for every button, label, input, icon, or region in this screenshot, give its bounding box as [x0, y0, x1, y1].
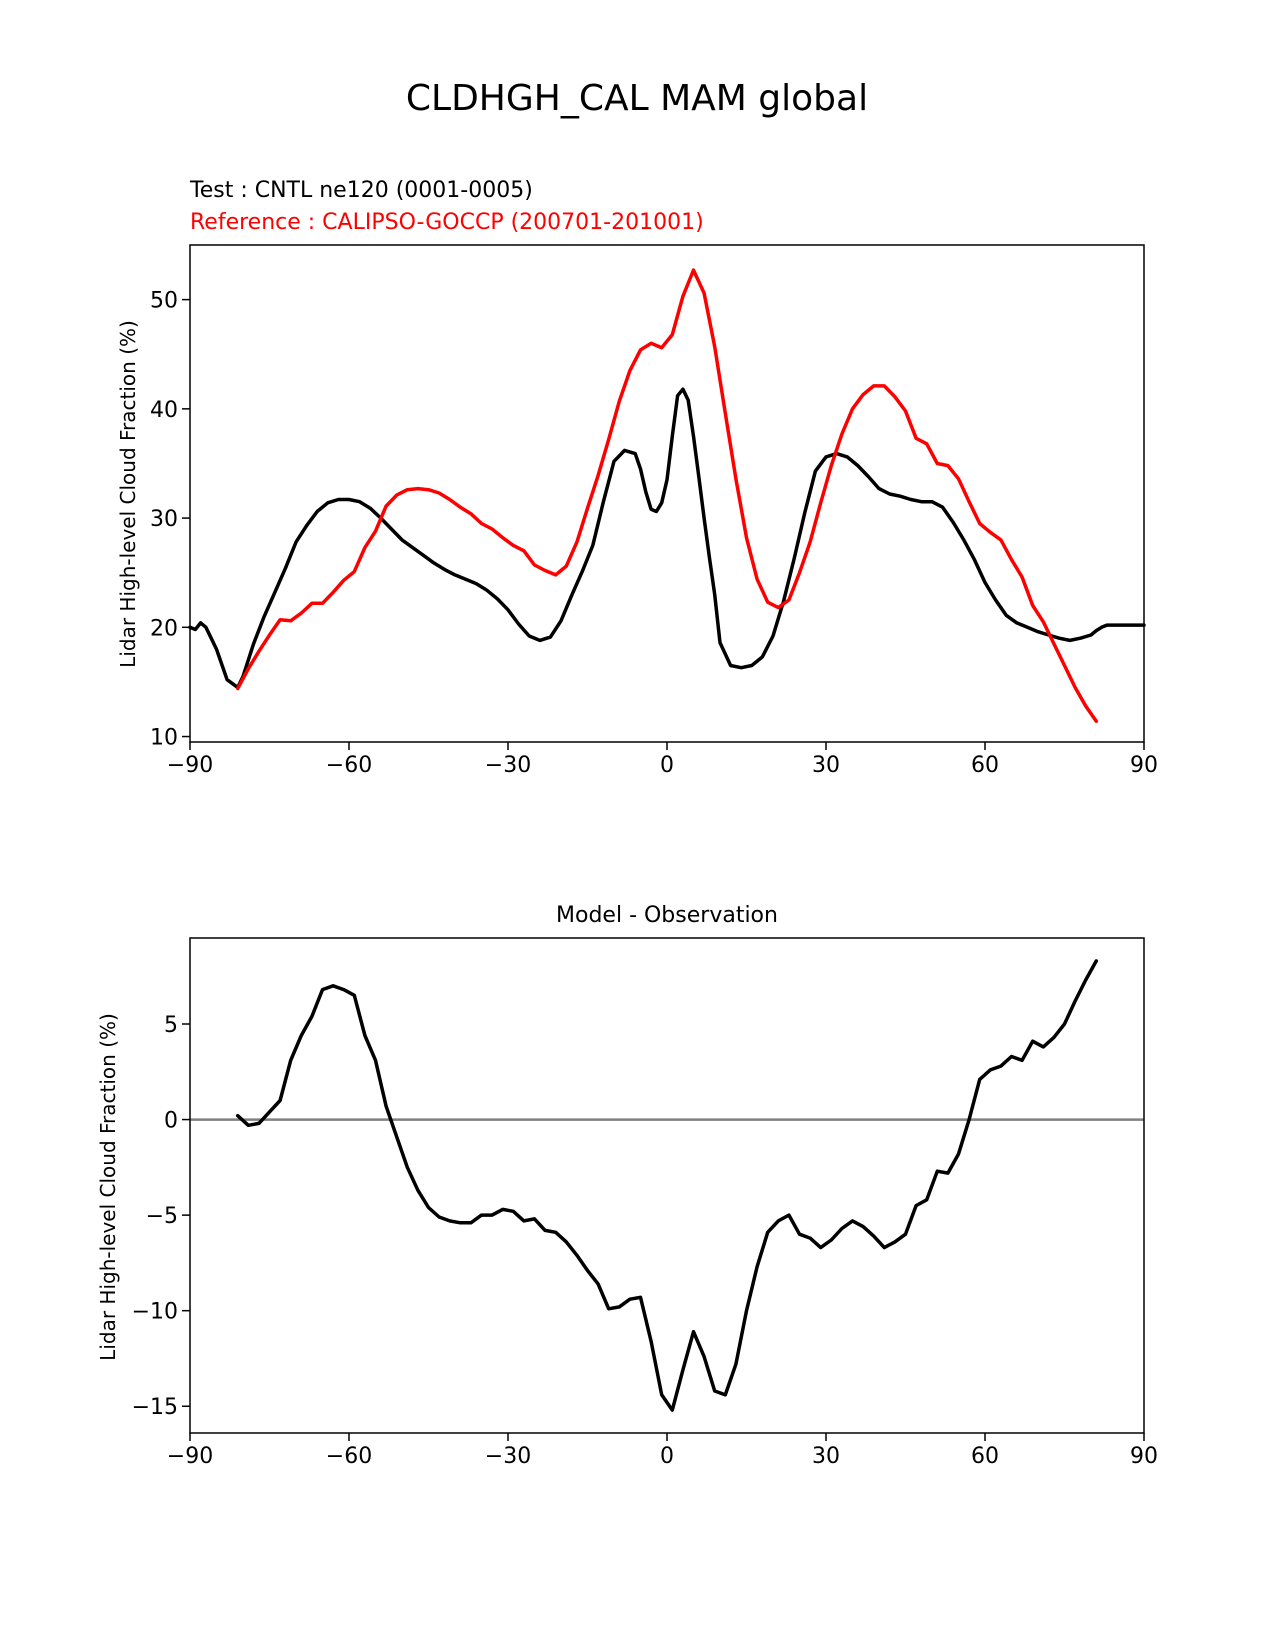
x-tick-label: 0	[660, 1444, 674, 1469]
x-tick-label: 90	[1130, 753, 1158, 778]
x-tick-label: 60	[971, 1444, 999, 1469]
reference-label: Reference : CALIPSO-GOCCP (200701-201001…	[190, 210, 704, 235]
y-tick-label: 5	[164, 1013, 178, 1038]
bottom-y-axis-label: Lidar High-level Cloud Fraction (%)	[96, 1013, 120, 1361]
x-tick-label: −60	[326, 753, 372, 778]
bottom-panel: Model - Observation Lidar High-level Clo…	[96, 903, 1158, 1469]
test-series-line	[188, 387, 1146, 690]
top-y-axis-label: Lidar High-level Cloud Fraction (%)	[116, 320, 140, 668]
y-tick-label: −5	[146, 1204, 178, 1229]
top-panel: Test : CNTL ne120 (0001-0005) Reference …	[116, 178, 1158, 778]
bottom-title: Model - Observation	[556, 903, 778, 928]
y-tick-label: 30	[150, 507, 178, 532]
y-tick-label: 40	[150, 398, 178, 423]
x-tick-label: 30	[812, 753, 840, 778]
test-label: Test : CNTL ne120 (0001-0005)	[189, 178, 533, 203]
y-tick-label: −10	[132, 1300, 178, 1325]
difference-series-line	[235, 959, 1099, 1412]
x-tick-label: 30	[812, 1444, 840, 1469]
x-tick-label: −90	[167, 753, 213, 778]
bottom-plot-area: −90 −60 −30 0 30 60 90 −15 −10 −5 0 5	[132, 937, 1158, 1469]
reference-series-line	[235, 268, 1099, 723]
x-tick-label: −60	[326, 1444, 372, 1469]
y-tick-label: 20	[150, 616, 178, 641]
figure-title: CLDHGH_CAL MAM global	[406, 78, 868, 119]
x-tick-label: 0	[660, 753, 674, 778]
top-axes-frame	[189, 244, 1145, 743]
y-tick-label: −15	[132, 1395, 178, 1420]
x-tick-label: −90	[167, 1444, 213, 1469]
y-tick-label: 50	[150, 289, 178, 314]
x-tick-label: −30	[485, 753, 531, 778]
x-tick-label: −30	[485, 1444, 531, 1469]
top-plot-area: −90 −60 −30 0 30 60 90 10 20 30 40 50	[150, 244, 1158, 778]
y-tick-label: 0	[164, 1109, 178, 1134]
x-tick-label: 60	[971, 753, 999, 778]
x-tick-label: 90	[1130, 1444, 1158, 1469]
bottom-axes-frame	[189, 937, 1145, 1434]
y-tick-label: 10	[150, 726, 178, 751]
